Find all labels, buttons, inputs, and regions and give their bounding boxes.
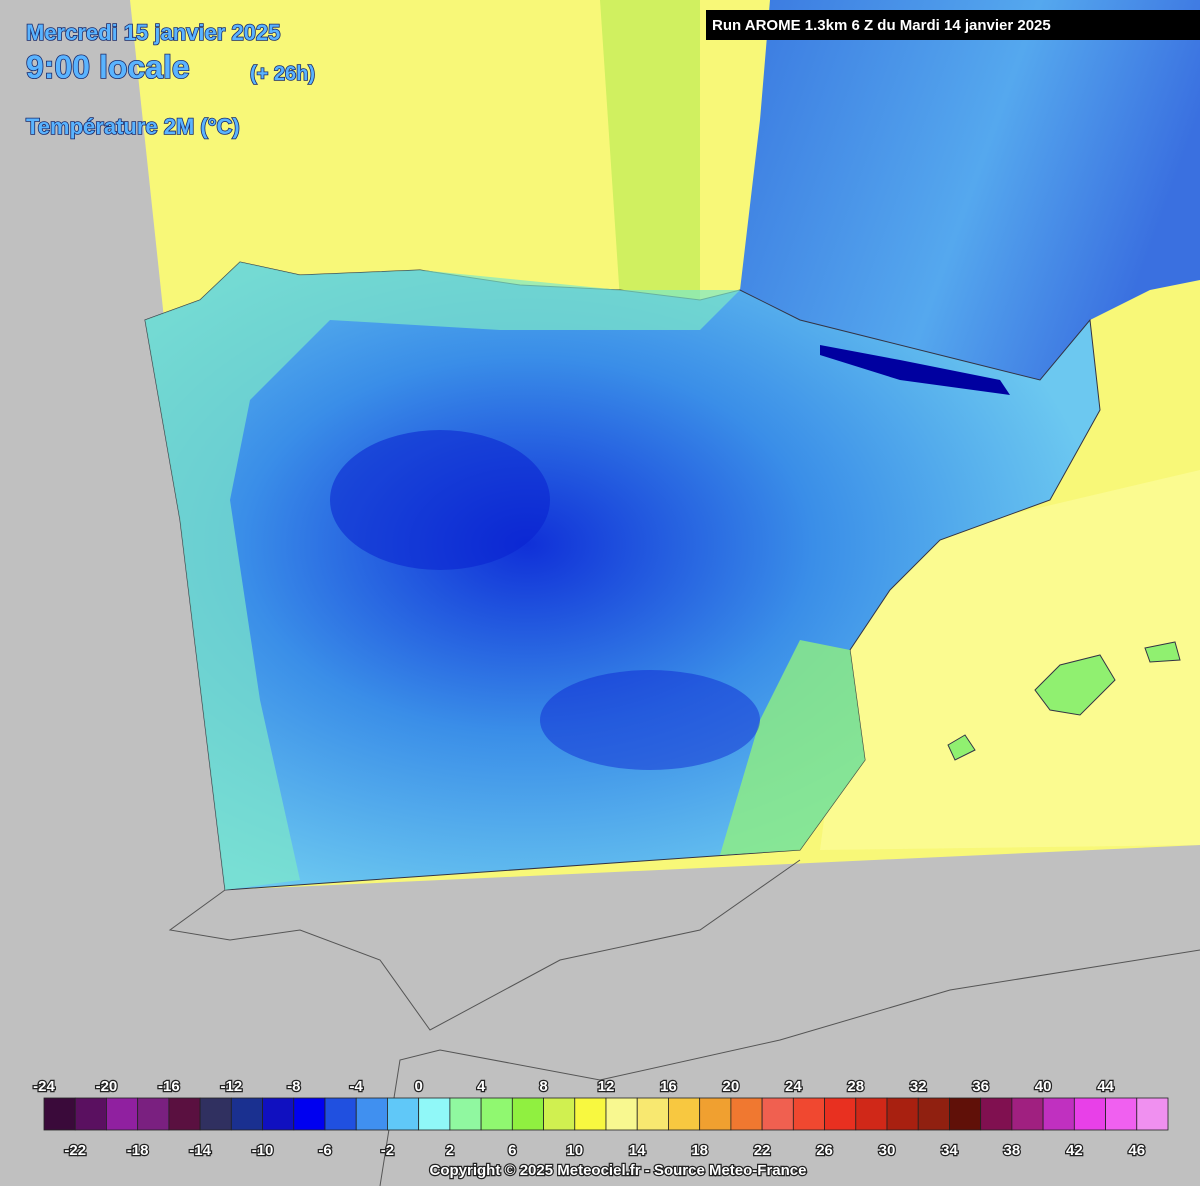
legend-tick-label: -12 (220, 1078, 242, 1095)
legend-tick-label: 14 (629, 1142, 646, 1159)
legend-swatch (511, 1097, 544, 1131)
legend-tick-label: -20 (96, 1078, 118, 1095)
legend-swatch (293, 1097, 326, 1131)
legend-swatch (605, 1097, 638, 1131)
legend-swatch (886, 1097, 919, 1131)
legend-tick-label: 12 (598, 1078, 615, 1095)
legend-swatch (1136, 1097, 1169, 1131)
legend-tick-label: 32 (910, 1078, 927, 1095)
legend-tick-label: 4 (477, 1078, 486, 1095)
island (1144, 641, 1181, 663)
legend-swatch (387, 1097, 420, 1131)
legend-swatch (543, 1097, 576, 1131)
border (168, 859, 801, 1031)
legend-tick-label: 34 (941, 1142, 958, 1159)
legend-swatch (43, 1097, 76, 1131)
cold-zone (330, 430, 550, 570)
legend-swatch (137, 1097, 170, 1131)
date: Mercredi 15 janvier 2025 (26, 20, 280, 45)
legend-swatch (449, 1097, 482, 1131)
legend-tick-label: 26 (816, 1142, 833, 1159)
legend-tick-label: 36 (972, 1078, 989, 1095)
legend: -24 -20 -16 -12 -8 -4 0 4 8 12 16 20 24 28 32 36 40 44-22… (32, 1077, 1169, 1160)
legend-tick-label: 24 (785, 1078, 802, 1095)
legend-swatch (324, 1097, 357, 1131)
legend-tick-label: 8 (539, 1078, 547, 1095)
legend-swatch (1011, 1097, 1044, 1131)
legend-swatch (574, 1097, 607, 1131)
legend-swatch (418, 1097, 451, 1131)
coast-mild (720, 640, 865, 855)
legend-swatch (730, 1097, 763, 1131)
legend-tick-label: -6 (318, 1142, 331, 1159)
legend-tick-label: 0 (414, 1078, 422, 1095)
legend-tick-label: 20 (723, 1078, 740, 1095)
legend-tick-label: 2 (446, 1142, 454, 1159)
legend-swatch (355, 1097, 388, 1131)
legend-swatch (636, 1097, 669, 1131)
legend-swatch (792, 1097, 825, 1131)
legend-tick-label: -10 (252, 1142, 274, 1159)
legend-tick-label: -2 (381, 1142, 394, 1159)
run-label: Run AROME 1.3km 6 Z du Mardi 14 janvier … (712, 17, 1051, 34)
legend-swatch (1105, 1097, 1138, 1131)
legend-tick-label: 6 (508, 1142, 516, 1159)
run-box (706, 10, 1200, 40)
coast-mild (145, 262, 740, 890)
legend-tick-label: -24 (33, 1078, 55, 1095)
legend-tick-label: -16 (158, 1078, 180, 1095)
legend-swatch (106, 1097, 139, 1131)
legend-swatch (949, 1097, 982, 1131)
legend-tick-label: 30 (879, 1142, 896, 1159)
legend-swatch (168, 1097, 201, 1131)
legend-tick-label: 42 (1066, 1142, 1083, 1159)
legend-swatch (855, 1097, 888, 1131)
legend-tick-label: 28 (847, 1078, 864, 1095)
legend-swatch (262, 1097, 295, 1131)
legend-tick-label: 44 (1097, 1078, 1114, 1095)
legend-swatch (980, 1097, 1013, 1131)
legend-swatch (824, 1097, 857, 1131)
legend-tick-label: 18 (691, 1142, 708, 1159)
legend-tick-label: 16 (660, 1078, 677, 1095)
island (1034, 654, 1116, 716)
legend-swatch (668, 1097, 701, 1131)
legend-tick-label: 10 (566, 1142, 583, 1159)
legend-tick-label: -4 (350, 1078, 364, 1095)
pyrenees (820, 345, 1010, 395)
legend-swatch (761, 1097, 794, 1131)
legend-swatch (1042, 1097, 1075, 1131)
legend-tick-label: 46 (1128, 1142, 1145, 1159)
france (740, 0, 1200, 380)
legend-swatch (917, 1097, 950, 1131)
variable: Température 2M (°C) (26, 114, 240, 139)
legend-tick-label: 38 (1004, 1142, 1021, 1159)
lead: (+ 26h) (250, 63, 315, 85)
legend-swatch (480, 1097, 513, 1131)
island (947, 734, 976, 761)
legend-tick-label: 22 (754, 1142, 771, 1159)
legend-tick-label: -22 (64, 1142, 86, 1159)
legend-tick-label: -14 (189, 1142, 211, 1159)
legend-tick-label: -18 (127, 1142, 149, 1159)
legend-swatch (199, 1097, 232, 1131)
cold-zone (540, 670, 760, 770)
legend-swatch (74, 1097, 107, 1131)
legend-swatch (699, 1097, 732, 1131)
sea-warm (600, 0, 700, 300)
legend-swatch (1073, 1097, 1106, 1131)
legend-tick-label: 40 (1035, 1078, 1052, 1095)
legend-swatch (230, 1097, 263, 1131)
border (379, 949, 1200, 1186)
time: 9:00 locale (26, 49, 190, 85)
legend-tick-label: -8 (287, 1078, 300, 1095)
copyright: Copyright © 2025 Meteociel.fr - Source M… (430, 1162, 807, 1179)
